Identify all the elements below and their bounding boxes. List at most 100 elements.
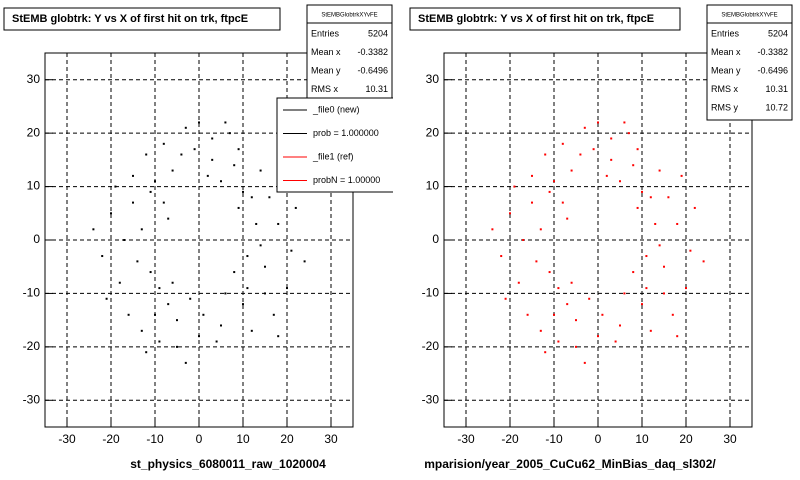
point (597, 335, 599, 338)
point (548, 190, 551, 193)
point (658, 169, 661, 172)
point (184, 361, 187, 364)
point (663, 265, 665, 268)
point (619, 324, 621, 327)
point (636, 148, 639, 151)
point (566, 303, 569, 306)
stats-value: 10.31 (365, 84, 388, 94)
point (206, 174, 209, 177)
point (601, 313, 604, 316)
point (526, 313, 529, 316)
point (544, 153, 547, 156)
stats-title: StEMBGlobtrkXYvFE (321, 13, 377, 19)
stats-label: RMS y (711, 102, 739, 112)
stats-title: StEMBGlobtrkXYvFE (721, 13, 777, 19)
point (145, 351, 148, 354)
point (667, 196, 670, 199)
point (544, 351, 547, 354)
point (259, 169, 262, 172)
point (145, 153, 148, 156)
point (575, 345, 577, 348)
y-tick-label: 0 (432, 232, 439, 246)
point (250, 329, 253, 332)
point (123, 239, 126, 241)
point (140, 228, 143, 231)
point (250, 196, 253, 199)
point (535, 260, 538, 263)
legend-label: prob = 1.000000 (313, 128, 379, 138)
stats-label: RMS x (711, 84, 739, 94)
y-tick-label: 10 (426, 179, 440, 193)
x-axis-label: mparision/year_2005_CuCu62_MinBias_daq_s… (424, 457, 716, 471)
title-box (3, 7, 281, 31)
point (685, 287, 687, 290)
point (255, 222, 258, 225)
point (575, 319, 577, 322)
point (211, 137, 214, 140)
point (654, 222, 657, 225)
point (184, 126, 187, 129)
chart-title: StEMB globtrk: Y vs X of first hit on tr… (12, 13, 248, 25)
point (224, 121, 227, 124)
point (277, 335, 280, 338)
point (500, 255, 503, 258)
point (570, 169, 573, 172)
y-tick-label: 0 (33, 232, 40, 246)
point (158, 287, 161, 290)
point (149, 190, 152, 193)
point (132, 174, 134, 177)
point (110, 212, 112, 215)
point (588, 297, 591, 300)
point (645, 255, 648, 258)
x-tick-label: 10 (635, 432, 649, 446)
point (597, 121, 599, 124)
x-tick-label: 20 (280, 432, 294, 446)
point (105, 297, 108, 300)
stats-label: Entries (711, 28, 740, 38)
point (693, 206, 696, 209)
point (491, 228, 494, 231)
stats-label: Mean y (711, 65, 741, 75)
x-tick-label: -30 (457, 432, 475, 446)
point (504, 297, 507, 300)
x-axis-label: st_physics_6080011_raw_1020004 (130, 457, 326, 471)
point (553, 313, 555, 316)
stats-label: Entries (311, 28, 340, 38)
point (140, 329, 143, 332)
point (167, 217, 170, 220)
point (303, 260, 306, 263)
stats-label: RMS x (311, 84, 339, 94)
point (553, 180, 555, 183)
x-tick-label: -20 (102, 432, 120, 446)
point (268, 196, 271, 199)
point (233, 164, 236, 167)
stats-value: -0.3382 (757, 47, 788, 57)
point (583, 361, 586, 364)
point (237, 206, 240, 209)
point (149, 271, 152, 274)
point (180, 153, 183, 156)
x-tick-label: 10 (236, 432, 250, 446)
x-tick-label: -20 (501, 432, 519, 446)
point (557, 287, 560, 290)
point (198, 121, 200, 124)
x-tick-label: -30 (58, 432, 76, 446)
x-tick-label: 20 (679, 432, 693, 446)
point (272, 313, 275, 316)
point (171, 169, 174, 172)
point (517, 281, 520, 284)
chart-title: StEMB globtrk: Y vs X of first hit on tr… (418, 13, 654, 25)
point (118, 281, 121, 284)
point (649, 196, 652, 199)
point (583, 126, 586, 129)
point (167, 303, 170, 306)
point (224, 292, 227, 295)
point (539, 329, 542, 332)
point (132, 201, 134, 204)
point (242, 190, 244, 193)
point (680, 174, 683, 177)
point (246, 255, 249, 258)
point (509, 212, 511, 215)
y-tick-label: -20 (422, 339, 440, 353)
